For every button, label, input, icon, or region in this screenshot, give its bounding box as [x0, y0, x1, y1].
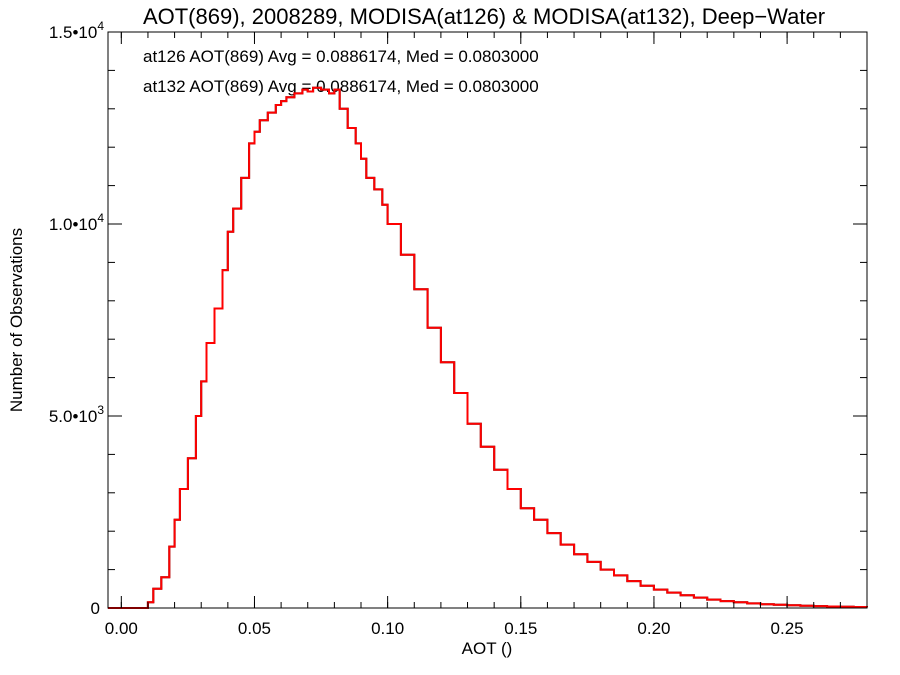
x-tick-label: 0.20: [637, 619, 670, 638]
plot-frame: [107, 31, 868, 609]
x-tick-label: 0.10: [371, 619, 404, 638]
annotation-group: at126 AOT(869) Avg = 0.0886174, Med = 0.…: [143, 47, 539, 96]
y-tick-label: 1.5•104: [49, 19, 105, 42]
x-axis: 0.00 0.05 0.10 0.15 0.20 0.25: [105, 32, 868, 638]
x-tick-label: 0.00: [105, 619, 138, 638]
y-tick-label: 5.0•103: [49, 403, 105, 426]
histogram-series-1: [108, 86, 868, 609]
annotation-at132: at132 AOT(869) Avg = 0.0886174, Med = 0.…: [143, 77, 539, 96]
y-axis-label: Number of Observations: [7, 228, 26, 412]
x-tick-label: 0.25: [771, 619, 804, 638]
y-tick-label: 0: [91, 599, 100, 618]
y-axis: 0 5.0•103 1.0•104 1.5•104: [49, 19, 867, 618]
y-tick-label: 1.0•104: [49, 211, 105, 234]
series-layer: [108, 86, 868, 609]
x-tick-label: 0.15: [504, 619, 537, 638]
annotation-at126: at126 AOT(869) Avg = 0.0886174, Med = 0.…: [143, 47, 539, 66]
chart-title: AOT(869), 2008289, MODISA(at126) & MODIS…: [143, 4, 825, 29]
x-axis-label: AOT (): [462, 639, 513, 658]
x-tick-label: 0.05: [238, 619, 271, 638]
histogram-series-2: [108, 86, 868, 609]
